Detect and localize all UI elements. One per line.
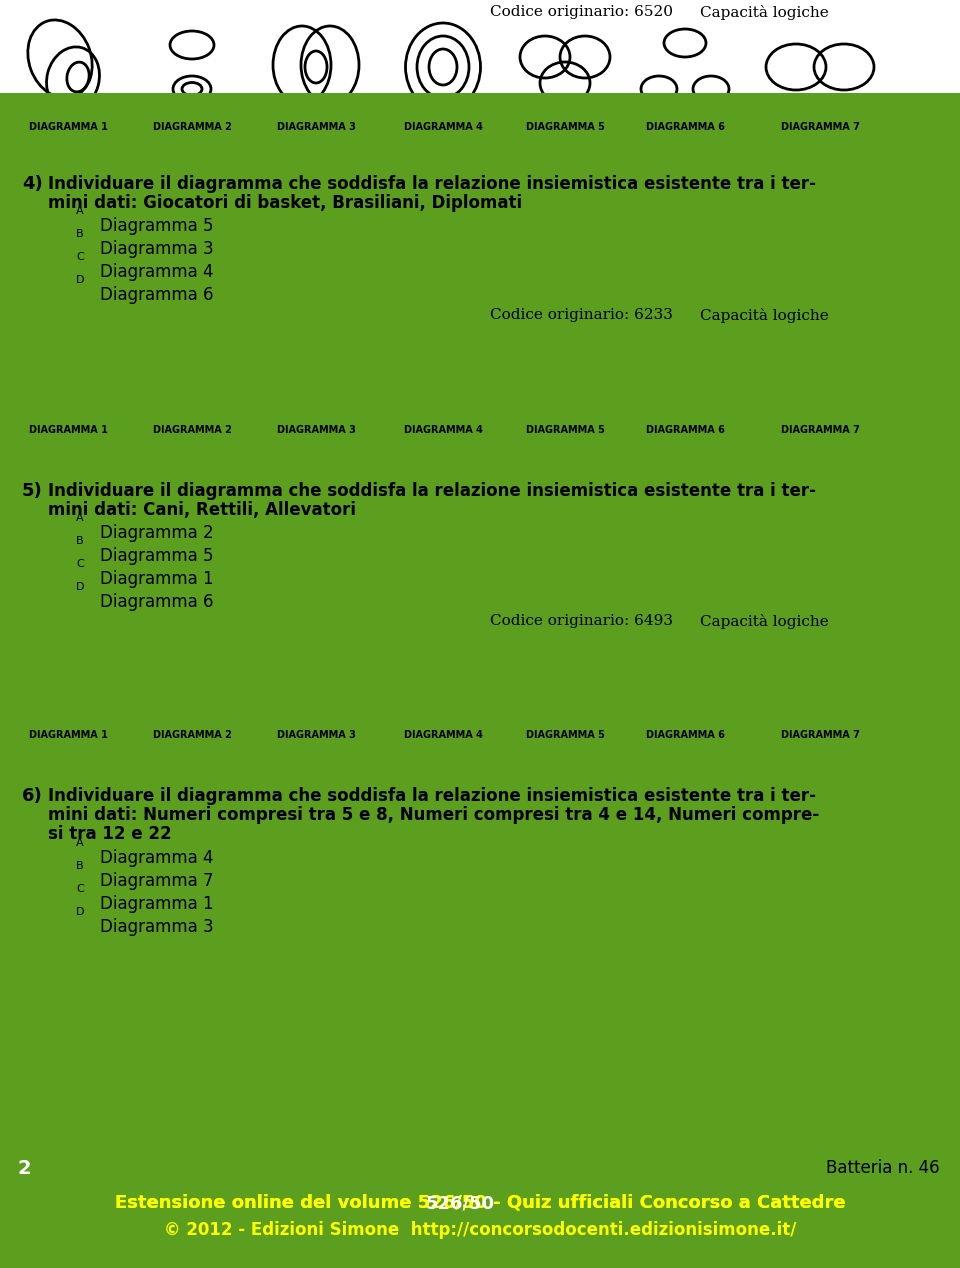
Text: DIAGRAMMA 2: DIAGRAMMA 2 xyxy=(153,730,231,741)
Text: DIAGRAMMA 6: DIAGRAMMA 6 xyxy=(645,425,725,435)
Text: DIAGRAMMA 4: DIAGRAMMA 4 xyxy=(403,730,483,741)
Text: Diagramma 2: Diagramma 2 xyxy=(100,524,214,541)
Text: Capacità logiche: Capacità logiche xyxy=(700,308,828,323)
Text: B: B xyxy=(76,861,84,871)
Text: Diagramma 7: Diagramma 7 xyxy=(100,872,213,890)
Text: Diagramma 5: Diagramma 5 xyxy=(100,547,213,566)
Text: Batteria n. 46: Batteria n. 46 xyxy=(827,1159,940,1177)
Bar xyxy=(0,1155,48,1181)
Text: DIAGRAMMA 7: DIAGRAMMA 7 xyxy=(780,122,859,132)
Text: mini dati: Cani, Rettili, Allevatori: mini dati: Cani, Rettili, Allevatori xyxy=(48,501,356,519)
Text: DIAGRAMMA 2: DIAGRAMMA 2 xyxy=(153,425,231,435)
Text: C: C xyxy=(76,559,84,569)
Text: 6): 6) xyxy=(22,787,43,805)
Text: B: B xyxy=(76,536,84,547)
Text: Codice originario: 6520: Codice originario: 6520 xyxy=(490,5,673,19)
Text: Individuare il diagramma che soddisfa la relazione insiemistica esistente tra i : Individuare il diagramma che soddisfa la… xyxy=(48,787,816,805)
Text: 4): 4) xyxy=(22,175,43,193)
Bar xyxy=(0,1155,960,1181)
Text: Estensione online del volume 526/50 - Quiz ufficiali Concorso a Cattedre: Estensione online del volume 526/50 - Qu… xyxy=(114,1194,846,1212)
Text: DIAGRAMMA 3: DIAGRAMMA 3 xyxy=(276,425,355,435)
Text: Diagramma 6: Diagramma 6 xyxy=(100,287,213,304)
Text: DIAGRAMMA 4: DIAGRAMMA 4 xyxy=(403,122,483,132)
Text: Estensione online del volume 526/50 - Quiz ufficiali Concorso a Cattedre: Estensione online del volume 526/50 - Qu… xyxy=(114,1194,846,1212)
Text: Capacità logiche: Capacità logiche xyxy=(700,5,828,20)
Text: Diagramma 1: Diagramma 1 xyxy=(100,895,214,913)
Text: DIAGRAMMA 7: DIAGRAMMA 7 xyxy=(780,425,859,435)
Text: C: C xyxy=(76,884,84,894)
Text: DIAGRAMMA 1: DIAGRAMMA 1 xyxy=(29,425,108,435)
Text: Individuare il diagramma che soddisfa la relazione insiemistica esistente tra i : Individuare il diagramma che soddisfa la… xyxy=(48,482,816,500)
Text: DIAGRAMMA 4: DIAGRAMMA 4 xyxy=(403,425,483,435)
Text: A: A xyxy=(76,205,84,216)
Text: Diagramma 3: Diagramma 3 xyxy=(100,240,214,257)
Text: DIAGRAMMA 3: DIAGRAMMA 3 xyxy=(276,730,355,741)
Text: Diagramma 4: Diagramma 4 xyxy=(100,850,213,867)
Text: DIAGRAMMA 3: DIAGRAMMA 3 xyxy=(276,122,355,132)
Text: Diagramma 3: Diagramma 3 xyxy=(100,918,214,936)
Text: C: C xyxy=(76,252,84,262)
Text: DIAGRAMMA 5: DIAGRAMMA 5 xyxy=(525,122,605,132)
Text: © 2012 - Edizioni Simone  http://concorsodocenti.edizionisimone.it/: © 2012 - Edizioni Simone http://concorso… xyxy=(164,1221,796,1239)
Text: 5): 5) xyxy=(22,482,43,500)
Text: D: D xyxy=(76,582,84,592)
Text: Codice originario: 6233: Codice originario: 6233 xyxy=(490,308,673,322)
Text: DIAGRAMMA 1: DIAGRAMMA 1 xyxy=(29,730,108,741)
Text: Diagramma 4: Diagramma 4 xyxy=(100,262,213,281)
Text: DIAGRAMMA 1: DIAGRAMMA 1 xyxy=(29,122,108,132)
Text: Diagramma 5: Diagramma 5 xyxy=(100,217,213,235)
Text: DIAGRAMMA 5: DIAGRAMMA 5 xyxy=(525,730,605,741)
Text: DIAGRAMMA 6: DIAGRAMMA 6 xyxy=(645,122,725,132)
Text: mini dati: Giocatori di basket, Brasiliani, Diplomati: mini dati: Giocatori di basket, Brasilia… xyxy=(48,194,522,212)
Text: D: D xyxy=(76,907,84,917)
Text: DIAGRAMMA 7: DIAGRAMMA 7 xyxy=(780,730,859,741)
Text: Individuare il diagramma che soddisfa la relazione insiemistica esistente tra i : Individuare il diagramma che soddisfa la… xyxy=(48,175,816,193)
Text: B: B xyxy=(76,230,84,238)
Text: DIAGRAMMA 2: DIAGRAMMA 2 xyxy=(153,122,231,132)
Text: DIAGRAMMA 6: DIAGRAMMA 6 xyxy=(645,730,725,741)
Text: Diagramma 1: Diagramma 1 xyxy=(100,571,214,588)
Text: DIAGRAMMA 5: DIAGRAMMA 5 xyxy=(525,425,605,435)
Text: A: A xyxy=(76,838,84,848)
Text: Codice originario: 6493: Codice originario: 6493 xyxy=(490,614,673,628)
Text: 2: 2 xyxy=(17,1159,31,1178)
Text: A: A xyxy=(76,514,84,522)
Text: D: D xyxy=(76,275,84,285)
Text: Diagramma 6: Diagramma 6 xyxy=(100,593,213,611)
Text: Capacità logiche: Capacità logiche xyxy=(700,614,828,629)
Text: mini dati: Numeri compresi tra 5 e 8, Numeri compresi tra 4 e 14, Numeri compre-: mini dati: Numeri compresi tra 5 e 8, Nu… xyxy=(48,806,819,824)
Text: 526/50: 526/50 xyxy=(425,1194,494,1212)
Text: si tra 12 e 22: si tra 12 e 22 xyxy=(48,825,172,843)
